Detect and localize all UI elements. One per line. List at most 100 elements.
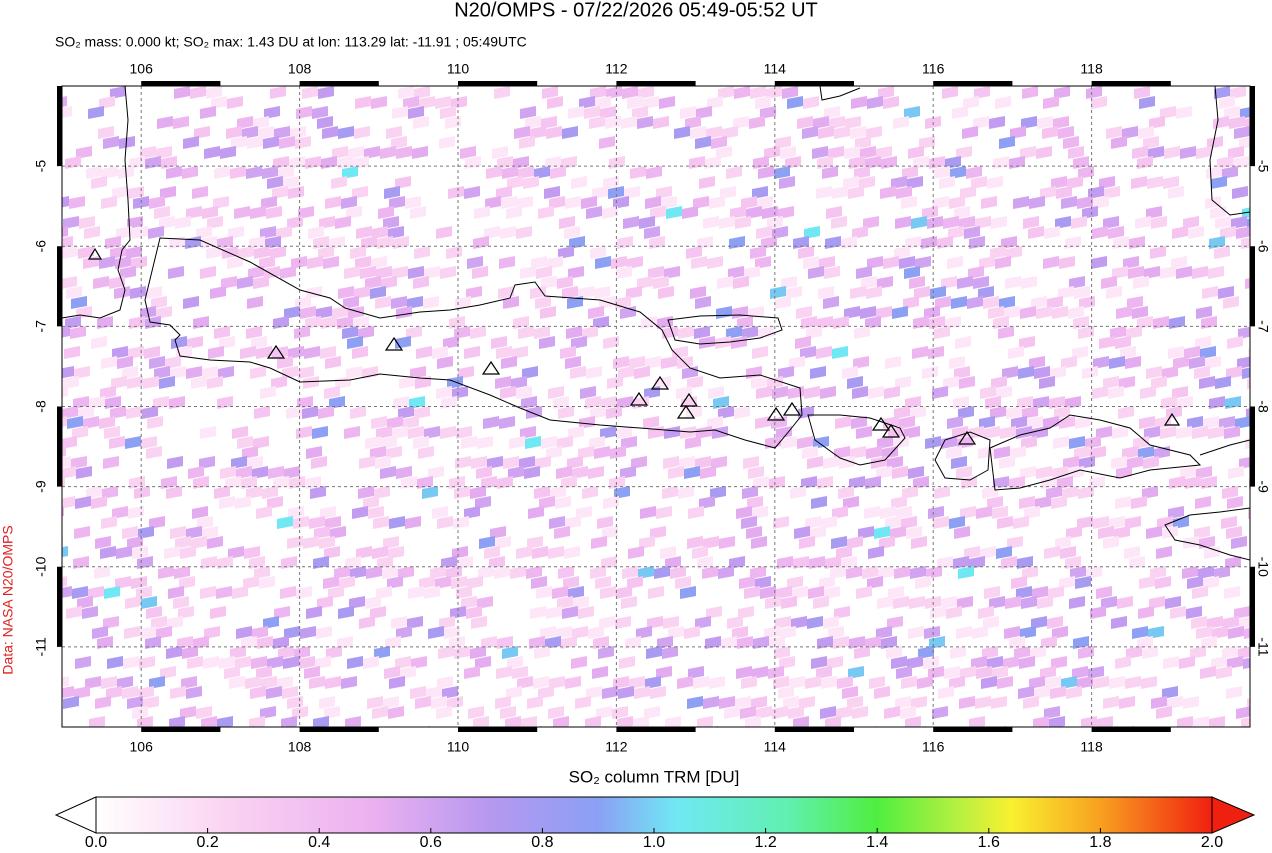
so2-pixel xyxy=(833,636,849,649)
so2-pixel xyxy=(1195,336,1211,349)
so2-pixel xyxy=(375,456,391,469)
so2-pixel xyxy=(296,586,312,599)
so2-pixel xyxy=(62,326,70,338)
so2-pixel xyxy=(862,566,878,579)
so2-pixel xyxy=(854,326,870,339)
so2-pixel xyxy=(776,426,792,439)
so2-pixel xyxy=(324,546,340,559)
so2-pixel xyxy=(1198,566,1214,579)
so2-pixel xyxy=(263,616,279,629)
so2-pixel xyxy=(260,706,276,719)
so2-pixel xyxy=(516,226,532,239)
so2-pixel xyxy=(324,706,340,719)
so2-pixel xyxy=(35,736,51,749)
so2-pixel xyxy=(631,456,647,469)
so2-pixel xyxy=(103,616,119,629)
so2-pixel xyxy=(526,566,542,579)
so2-pixel xyxy=(908,626,924,639)
so2-pixel xyxy=(872,726,878,727)
so2-pixel xyxy=(990,406,1006,419)
so2-pixel xyxy=(197,516,213,529)
so2-pixel xyxy=(521,716,537,727)
so2-pixel xyxy=(823,616,839,629)
so2-pixel xyxy=(561,476,577,489)
so2-pixel xyxy=(242,446,258,459)
so2-pixel xyxy=(696,106,712,119)
so2-pixel xyxy=(633,396,649,409)
so2-pixel xyxy=(428,466,444,479)
so2-pixel xyxy=(1138,606,1154,619)
so2-pixel xyxy=(1001,556,1017,569)
so2-pixel xyxy=(593,636,609,649)
so2-pixel xyxy=(645,676,661,689)
so2-pixel xyxy=(640,506,656,519)
so2-pixel xyxy=(236,466,252,479)
so2-pixel xyxy=(733,276,749,289)
so2-pixel xyxy=(465,156,481,169)
so2-pixel xyxy=(696,426,712,439)
so2-pixel xyxy=(66,286,82,299)
so2-pixel xyxy=(297,396,313,409)
so2-pixel xyxy=(1172,386,1188,399)
so2-pixel xyxy=(363,656,379,669)
so2-pixel xyxy=(553,396,569,409)
so2-pixel xyxy=(842,366,858,379)
so2-pixel xyxy=(1192,586,1208,599)
so2-pixel xyxy=(107,656,123,669)
so2-pixel xyxy=(869,676,885,689)
so2-pixel xyxy=(475,496,491,509)
so2-pixel xyxy=(37,196,53,209)
so2-pixel xyxy=(1050,686,1066,699)
so2-pixel xyxy=(1078,326,1094,339)
so2-pixel xyxy=(1192,266,1208,279)
so2-pixel xyxy=(1069,596,1085,609)
so2-pixel xyxy=(1098,526,1114,539)
so2-pixel xyxy=(284,626,300,639)
so2-pixel xyxy=(1137,636,1153,649)
so2-pixel xyxy=(166,166,182,179)
so2-pixel xyxy=(319,696,335,709)
so2-pixel xyxy=(1244,627,1250,639)
so2-pixel xyxy=(907,176,923,189)
so2-pixel xyxy=(734,86,750,99)
so2-pixel xyxy=(502,646,518,659)
so2-pixel xyxy=(1009,156,1025,169)
so2-pixel xyxy=(710,486,726,499)
so2-pixel xyxy=(283,656,299,669)
so2-pixel xyxy=(603,336,619,349)
so2-pixel xyxy=(1146,526,1162,539)
so2-pixel xyxy=(1214,566,1230,579)
so2-pixel xyxy=(207,536,223,549)
so2-pixel xyxy=(64,346,80,359)
so2-pixel xyxy=(510,566,526,579)
so2-pixel xyxy=(601,556,617,569)
so2-pixel xyxy=(1058,126,1074,139)
so2-pixel xyxy=(593,316,609,329)
so2-pixel xyxy=(105,236,121,249)
so2-pixel xyxy=(823,296,839,309)
so2-pixel xyxy=(237,276,253,289)
so2-pixel xyxy=(296,426,312,439)
so2-pixel xyxy=(736,666,752,679)
so2-pixel xyxy=(896,666,912,679)
so2-pixel xyxy=(1164,146,1180,159)
so2-pixel xyxy=(377,556,393,569)
x-tick-label: 116 xyxy=(922,61,945,77)
so2-pixel xyxy=(267,176,283,189)
so2-pixel xyxy=(499,416,515,429)
so2-pixel xyxy=(1215,376,1231,389)
so2-pixel xyxy=(503,456,519,469)
so2-pixel xyxy=(74,686,90,699)
so2-pixel xyxy=(43,336,59,349)
so2-pixel xyxy=(88,106,104,119)
so2-pixel xyxy=(616,426,632,439)
so2-pixel xyxy=(178,606,194,619)
so2-pixel xyxy=(570,366,586,379)
so2-pixel xyxy=(304,346,320,359)
frame-bar xyxy=(141,727,221,732)
so2-pixel xyxy=(37,676,53,689)
so2-pixel xyxy=(497,476,513,489)
so2-pixel xyxy=(254,246,270,259)
so2-pixel xyxy=(792,586,808,599)
subtitle: SO₂ mass: 0.000 kt; SO₂ max: 1.43 DU at … xyxy=(55,34,527,50)
